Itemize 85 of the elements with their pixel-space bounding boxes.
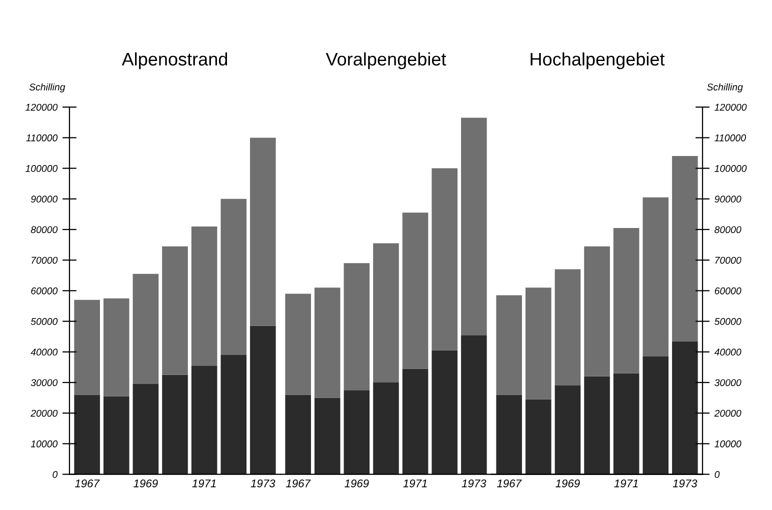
y2-tick-label: 100000 (714, 165, 747, 172)
chart-title: Hochalpengebiet (530, 52, 665, 70)
y-tick-label: 70000 (32, 256, 58, 264)
x-tick-label: 1967 (497, 479, 522, 488)
bar (672, 341, 698, 474)
y2-axis-title: Schilling (707, 83, 743, 92)
x-tick-label: 1971 (614, 479, 638, 488)
bar (461, 335, 487, 474)
bar (285, 294, 311, 395)
y-tick-label: 30000 (30, 379, 58, 386)
y2-tick-label: 20000 (714, 410, 742, 417)
bar (220, 354, 246, 474)
bar (496, 394, 522, 474)
x-tick-label: 1971 (192, 479, 216, 488)
bar (74, 300, 100, 395)
bar (642, 356, 669, 474)
y-tick-label: 90000 (30, 196, 58, 203)
y2-tick-label: 50000 (714, 318, 742, 325)
bar (432, 168, 458, 350)
bar (554, 269, 581, 386)
x-tick-label: 1973 (672, 479, 698, 488)
y2-tick-label: 90000 (714, 196, 742, 203)
bar (432, 350, 458, 474)
bar (584, 376, 610, 474)
bar (162, 374, 188, 474)
y2-tick-label: 0 (714, 471, 720, 478)
bar (373, 243, 399, 382)
bar (314, 398, 340, 474)
bar (613, 228, 640, 374)
y-tick-label: 80000 (30, 226, 58, 234)
chart-title: Voralpengebiet (326, 52, 446, 70)
x-tick-label: 1973 (250, 479, 276, 488)
bar (132, 384, 159, 474)
y-tick-label: 120000 (25, 104, 58, 111)
x-tick-label: 1973 (462, 479, 486, 488)
y-tick-label: 110000 (26, 134, 58, 142)
bar (642, 197, 669, 356)
y2-tick-label: 10000 (714, 440, 742, 448)
bar (250, 326, 276, 474)
bar (554, 386, 581, 474)
y2-tick-label: 60000 (714, 287, 742, 294)
bar (103, 396, 130, 474)
bar (526, 399, 552, 474)
bar (584, 246, 610, 376)
bar (373, 382, 399, 474)
y-tick-label: 100000 (25, 165, 58, 172)
y2-tick-label: 40000 (714, 348, 742, 356)
y-tick-label: 0 (52, 471, 58, 478)
y2-tick-label: 80000 (714, 226, 742, 234)
y-tick-label: 60000 (31, 287, 58, 294)
bar (672, 156, 698, 342)
bar (285, 394, 311, 474)
x-tick-label: 1969 (344, 479, 369, 488)
bar (344, 263, 370, 390)
y-tick-label: 10000 (30, 440, 58, 448)
y-tick-label: 40000 (30, 348, 58, 356)
x-tick-label: 1969 (556, 479, 580, 488)
bar (344, 390, 370, 474)
bar (402, 212, 428, 369)
bar (496, 295, 522, 395)
bar (613, 373, 640, 474)
bar (220, 198, 246, 355)
bar (250, 138, 276, 326)
y2-tick-label: 120000 (714, 104, 747, 111)
bar (526, 288, 552, 400)
bar (191, 366, 218, 474)
y2-tick-label: 30000 (714, 379, 742, 386)
bar (314, 288, 340, 398)
x-tick-label: 1969 (134, 479, 158, 488)
bar (74, 394, 100, 474)
bar (191, 226, 218, 366)
y2-tick-label: 110000 (714, 134, 746, 142)
y2-tick-label: 70000 (715, 256, 742, 264)
bar (162, 246, 188, 375)
y-tick-label: 50000 (30, 318, 58, 325)
x-tick-label: 1967 (286, 479, 311, 488)
x-tick-label: 1971 (403, 479, 427, 488)
bar (132, 274, 159, 384)
y-tick-label: 20000 (30, 410, 58, 417)
chart-title: Alpenostrand (122, 52, 228, 70)
y-axis-title: Schilling (29, 83, 66, 92)
bar (461, 118, 487, 336)
x-tick-label: 1967 (74, 479, 100, 488)
bar (103, 298, 130, 396)
bar (402, 368, 428, 474)
